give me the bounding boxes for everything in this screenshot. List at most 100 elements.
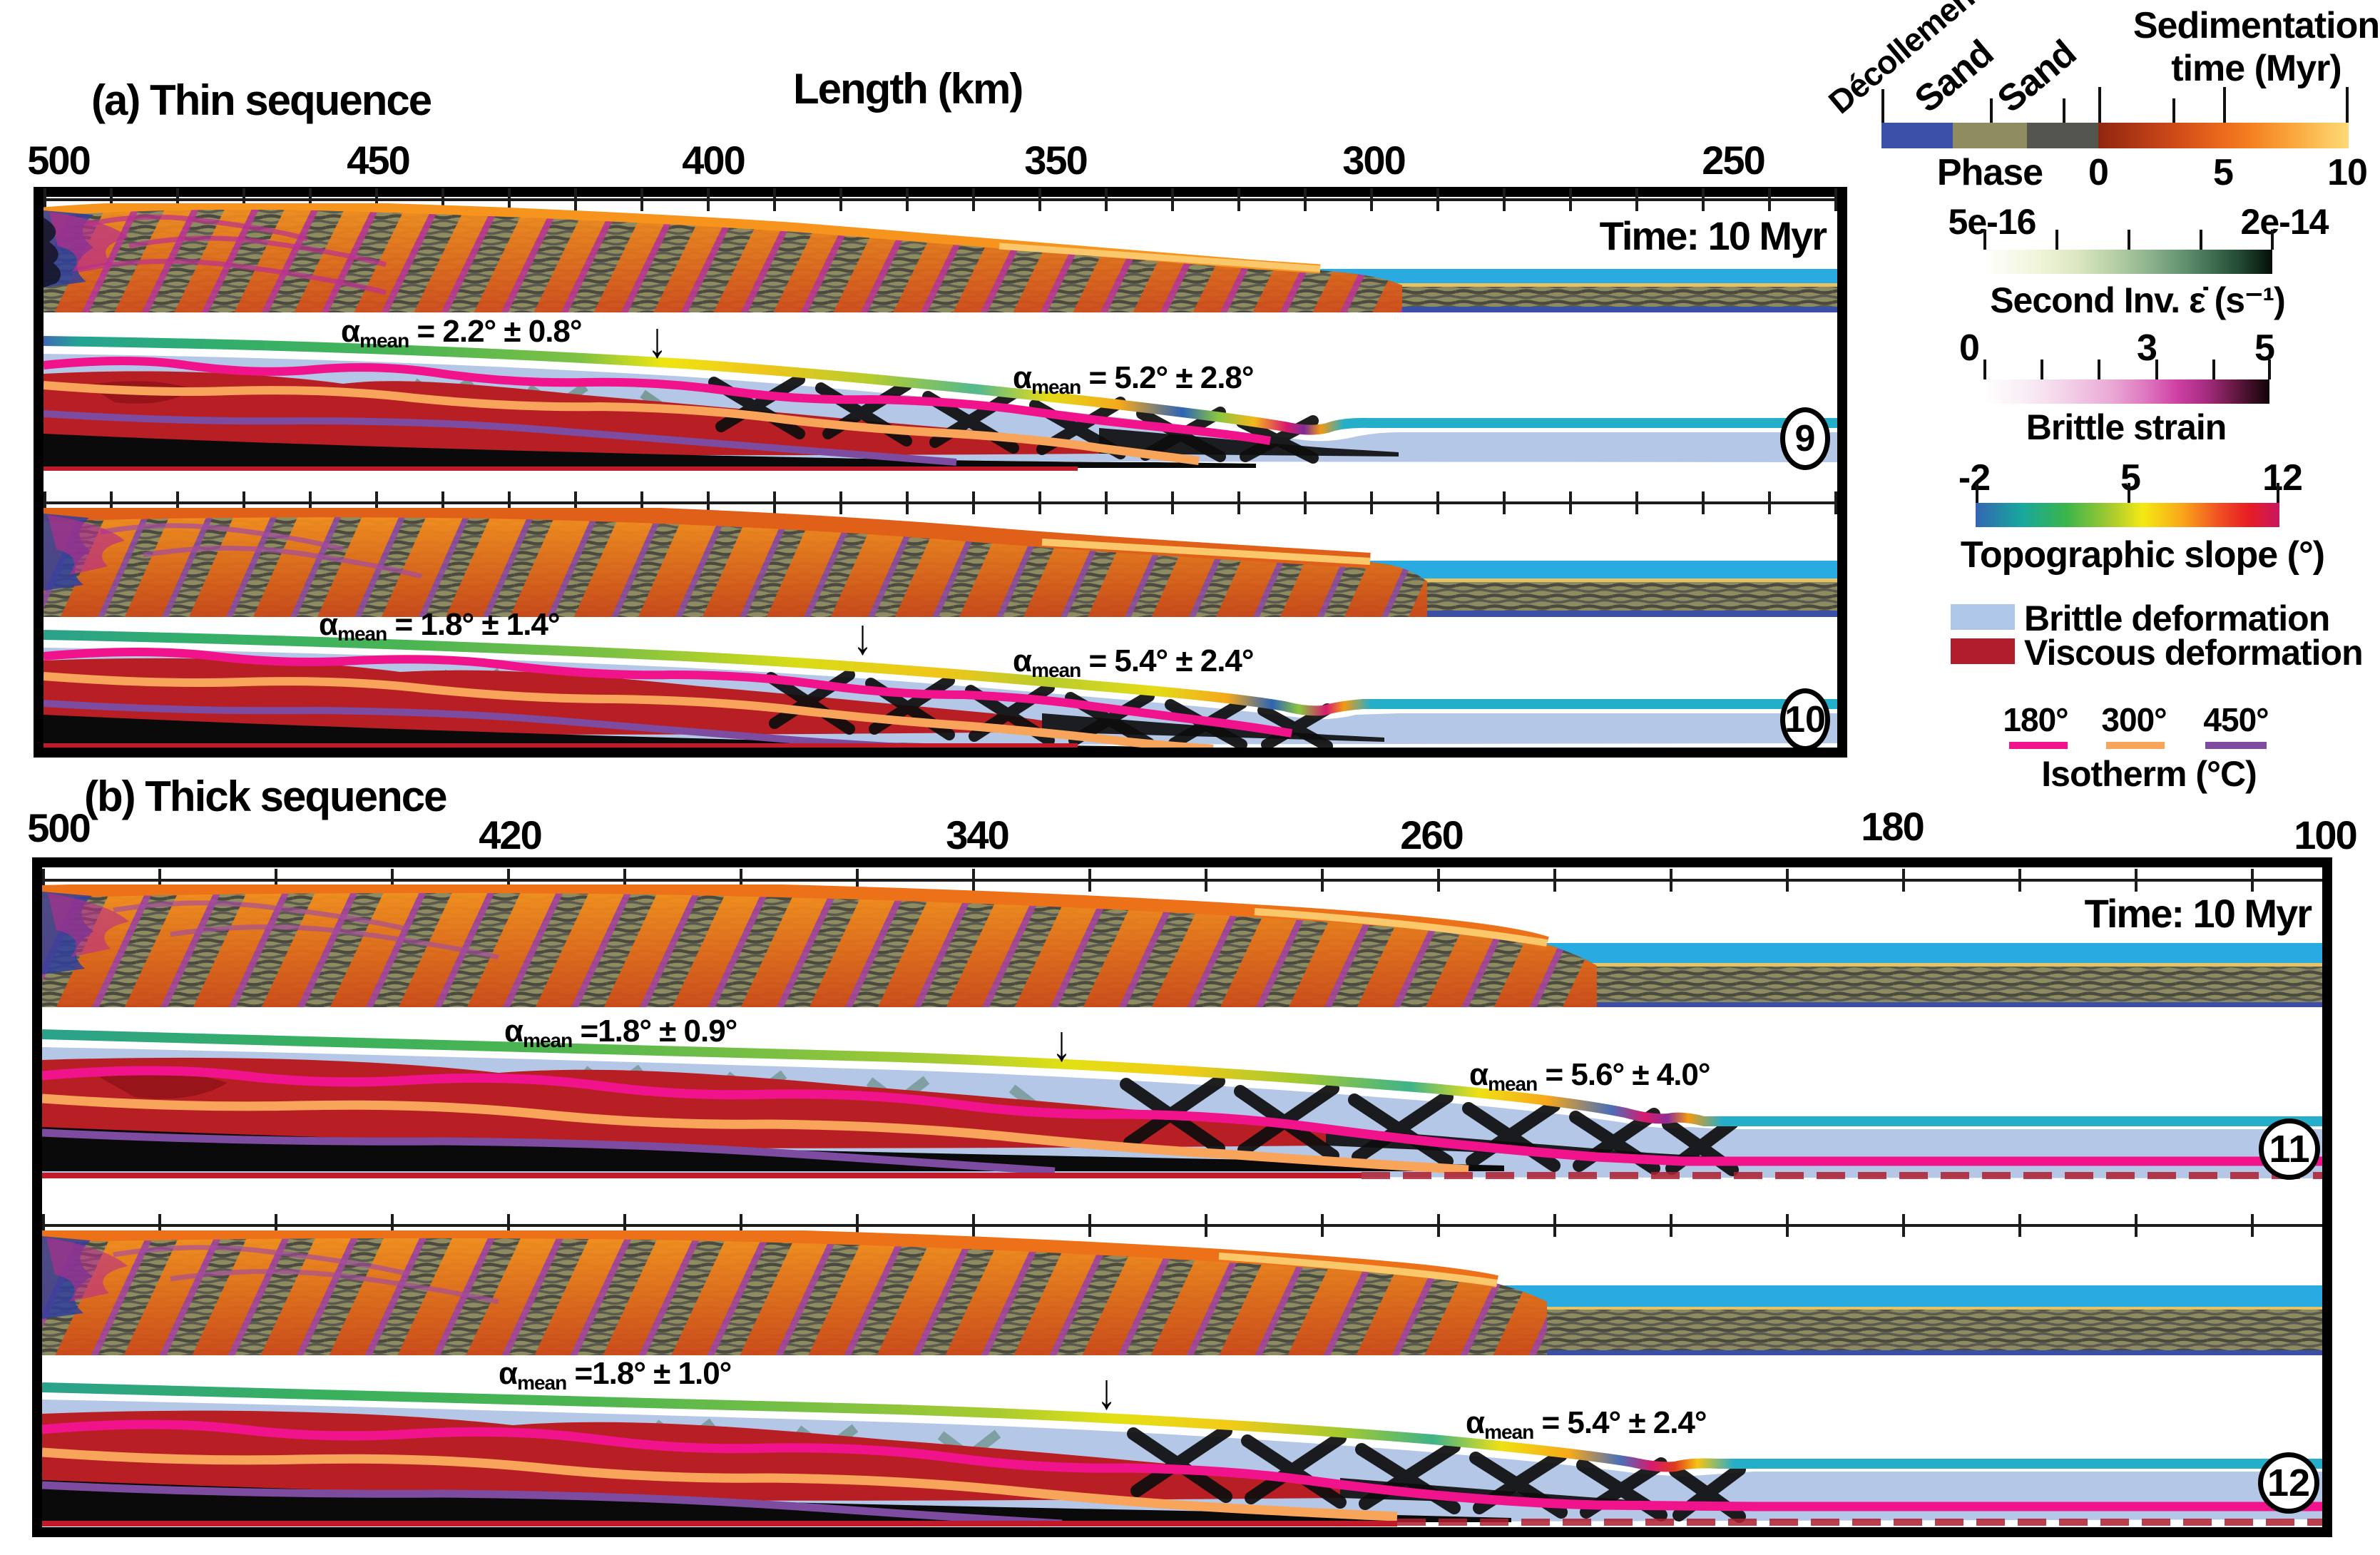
strain-rate-colorbar bbox=[1983, 250, 2272, 274]
panel-a-time-label: Time: 10 Myr bbox=[1599, 213, 1827, 258]
phase-bar-tick bbox=[2346, 87, 2349, 123]
strain-rate-title: Second Inv. ε̇ (s⁻¹) bbox=[1990, 280, 2286, 320]
deformation-snapshot-model-10 bbox=[44, 630, 1837, 748]
model-number-badge-12: 12 bbox=[2258, 1452, 2319, 1514]
brittle-strain-tick-5: 5 bbox=[2254, 327, 2275, 369]
deformation-snapshot-model-9 bbox=[44, 336, 1837, 471]
panel-b-tick-500: 500 bbox=[27, 805, 91, 850]
isotherm-450-label: 450° bbox=[2203, 701, 2269, 738]
panel-a-tick-300: 300 bbox=[1342, 138, 1406, 183]
phase-bar-tick bbox=[2223, 87, 2226, 123]
strain-rate-tick bbox=[2200, 230, 2202, 250]
phase-colorbar-sand2 bbox=[2027, 123, 2098, 148]
strain-rate-max-label: 2e-14 bbox=[2240, 202, 2329, 242]
deformation-snapshot-model-12 bbox=[42, 1382, 2322, 1526]
strain-rate-min-label: 5e-16 bbox=[1948, 202, 2037, 242]
brittle-strain-tick-3: 3 bbox=[2137, 327, 2157, 369]
model-number-badge-9: 9 bbox=[1780, 407, 1830, 470]
isotherm-title: Isotherm (°C) bbox=[2041, 754, 2257, 794]
phase-bar-tick bbox=[2098, 87, 2101, 123]
phase-bar-tick bbox=[2172, 98, 2175, 123]
x-axis-title: Length (km) bbox=[793, 65, 1023, 113]
model-number-badge-10: 10 bbox=[1780, 688, 1830, 751]
strain-rate-tick bbox=[1983, 230, 1986, 250]
slope-break-arrow-icon: ↓ bbox=[648, 312, 667, 368]
sed-time-tick-5: 5 bbox=[2213, 152, 2234, 193]
topo-slope-tick-mark bbox=[2128, 483, 2130, 503]
isotherm-450-line bbox=[2205, 742, 2267, 749]
topo-slope-tick-min: -2 bbox=[1958, 457, 1991, 499]
panel-b-tick-420: 420 bbox=[479, 812, 542, 857]
panel-b-frame bbox=[32, 857, 2332, 1537]
alpha-mean-front-model-9: αmean = 5.2° ± 2.8° bbox=[1013, 360, 1255, 398]
isotherm-300-label: 300° bbox=[2101, 701, 2167, 738]
panel-a-ruler-top bbox=[44, 188, 1837, 211]
brittle-deformation-label: Brittle deformation bbox=[2024, 598, 2330, 638]
slope-break-arrow-icon: ↓ bbox=[1052, 1016, 1071, 1071]
sed-time-tick-10: 10 bbox=[2327, 152, 2368, 193]
topo-slope-title: Topographic slope (°) bbox=[1960, 534, 2325, 576]
brittle-strain-tick-mark bbox=[2268, 360, 2271, 379]
legend-sedimentation-title: Sedimentation time (Myr) bbox=[2133, 5, 2380, 89]
viscous-deformation-label: Viscous deformation bbox=[2024, 633, 2364, 673]
viscous-deformation-swatch bbox=[1951, 638, 2015, 664]
phase-axis-label: Phase bbox=[1936, 152, 2043, 193]
alpha-mean-top-model-10: αmean = 1.8° ± 1.4° bbox=[319, 607, 561, 645]
panel-b-tick-260: 260 bbox=[1400, 812, 1464, 857]
panel-a-ruler-mid bbox=[44, 491, 1837, 514]
slope-break-arrow-icon: ↓ bbox=[1097, 1364, 1116, 1419]
alpha-mean-top-model-12: αmean =1.8° ± 1.0° bbox=[499, 1356, 732, 1394]
brittle-strain-colorbar bbox=[1983, 379, 2269, 404]
topo-slope-tick-mark bbox=[2277, 483, 2279, 503]
panel-b-title: (b) Thick sequence bbox=[84, 773, 447, 820]
panel-a-tick-250: 250 bbox=[1702, 138, 1765, 183]
phase-colorbar-sand1 bbox=[1953, 123, 2027, 148]
phase-colorbar-decollement bbox=[1881, 123, 1953, 148]
panel-a-tick-500: 500 bbox=[27, 138, 91, 183]
panel-b-ruler-mid bbox=[42, 1214, 2322, 1237]
model-number-badge-11: 11 bbox=[2259, 1118, 2320, 1180]
phase-bar-tick bbox=[2063, 98, 2065, 123]
alpha-mean-top-model-11: αmean =1.8° ± 0.9° bbox=[504, 1014, 737, 1051]
phase-snapshot-model-11 bbox=[42, 884, 2322, 1007]
panel-a-tick-400: 400 bbox=[682, 138, 745, 183]
topo-slope-tick-mark bbox=[1976, 483, 1978, 503]
alpha-mean-top-model-9: αmean = 2.2° ± 0.8° bbox=[341, 314, 583, 352]
brittle-strain-tick-mark bbox=[1983, 360, 1986, 379]
sed-time-tick-0: 0 bbox=[2088, 152, 2109, 193]
alpha-mean-front-model-10: αmean = 5.4° ± 2.4° bbox=[1013, 643, 1255, 681]
panel-a-tick-450: 450 bbox=[347, 138, 410, 183]
isotherm-300-line bbox=[2106, 742, 2165, 749]
topo-slope-tick-max: 12 bbox=[2262, 457, 2303, 499]
strain-rate-tick bbox=[2055, 230, 2058, 250]
isotherm-180-line bbox=[2009, 742, 2068, 749]
panel-b-tick-100: 100 bbox=[2294, 812, 2357, 857]
phase-bar-tick bbox=[1990, 98, 1993, 123]
panel-b-ruler-top bbox=[42, 869, 2322, 892]
brittle-strain-title: Brittle strain bbox=[2026, 407, 2227, 447]
panel-b-tick-180: 180 bbox=[1861, 804, 1924, 849]
brittle-deformation-swatch bbox=[1951, 604, 2015, 630]
topo-slope-tick-mid: 5 bbox=[2120, 457, 2141, 499]
phase-snapshot-model-10 bbox=[44, 508, 1837, 617]
deformation-snapshot-model-11 bbox=[42, 1029, 2322, 1179]
strain-rate-tick bbox=[2128, 230, 2130, 250]
brittle-strain-tick-mark bbox=[2098, 360, 2100, 379]
phase-bar-tick bbox=[1881, 89, 1884, 123]
brittle-strain-tick-mark bbox=[2212, 360, 2215, 379]
alpha-mean-front-model-11: αmean = 5.6° ± 4.0° bbox=[1469, 1057, 1711, 1095]
panel-b-time-label: Time: 10 Myr bbox=[2084, 891, 2312, 936]
phase-snapshot-model-12 bbox=[42, 1230, 2322, 1355]
sedimentation-time-colorbar bbox=[2098, 123, 2349, 148]
brittle-strain-tick-mark bbox=[2155, 360, 2158, 379]
isotherm-180-label: 180° bbox=[2003, 701, 2068, 738]
strain-rate-tick bbox=[2271, 230, 2274, 250]
alpha-mean-front-model-12: αmean = 5.4° ± 2.4° bbox=[1466, 1405, 1707, 1443]
panel-a-tick-350: 350 bbox=[1024, 138, 1088, 183]
slope-break-arrow-icon: ↓ bbox=[853, 609, 872, 665]
phase-snapshot-model-9 bbox=[44, 203, 1837, 312]
legend-sand2-label: Sand bbox=[1990, 32, 2084, 121]
panel-b-tick-340: 340 bbox=[946, 812, 1009, 857]
brittle-strain-tick-0: 0 bbox=[1959, 327, 1980, 369]
